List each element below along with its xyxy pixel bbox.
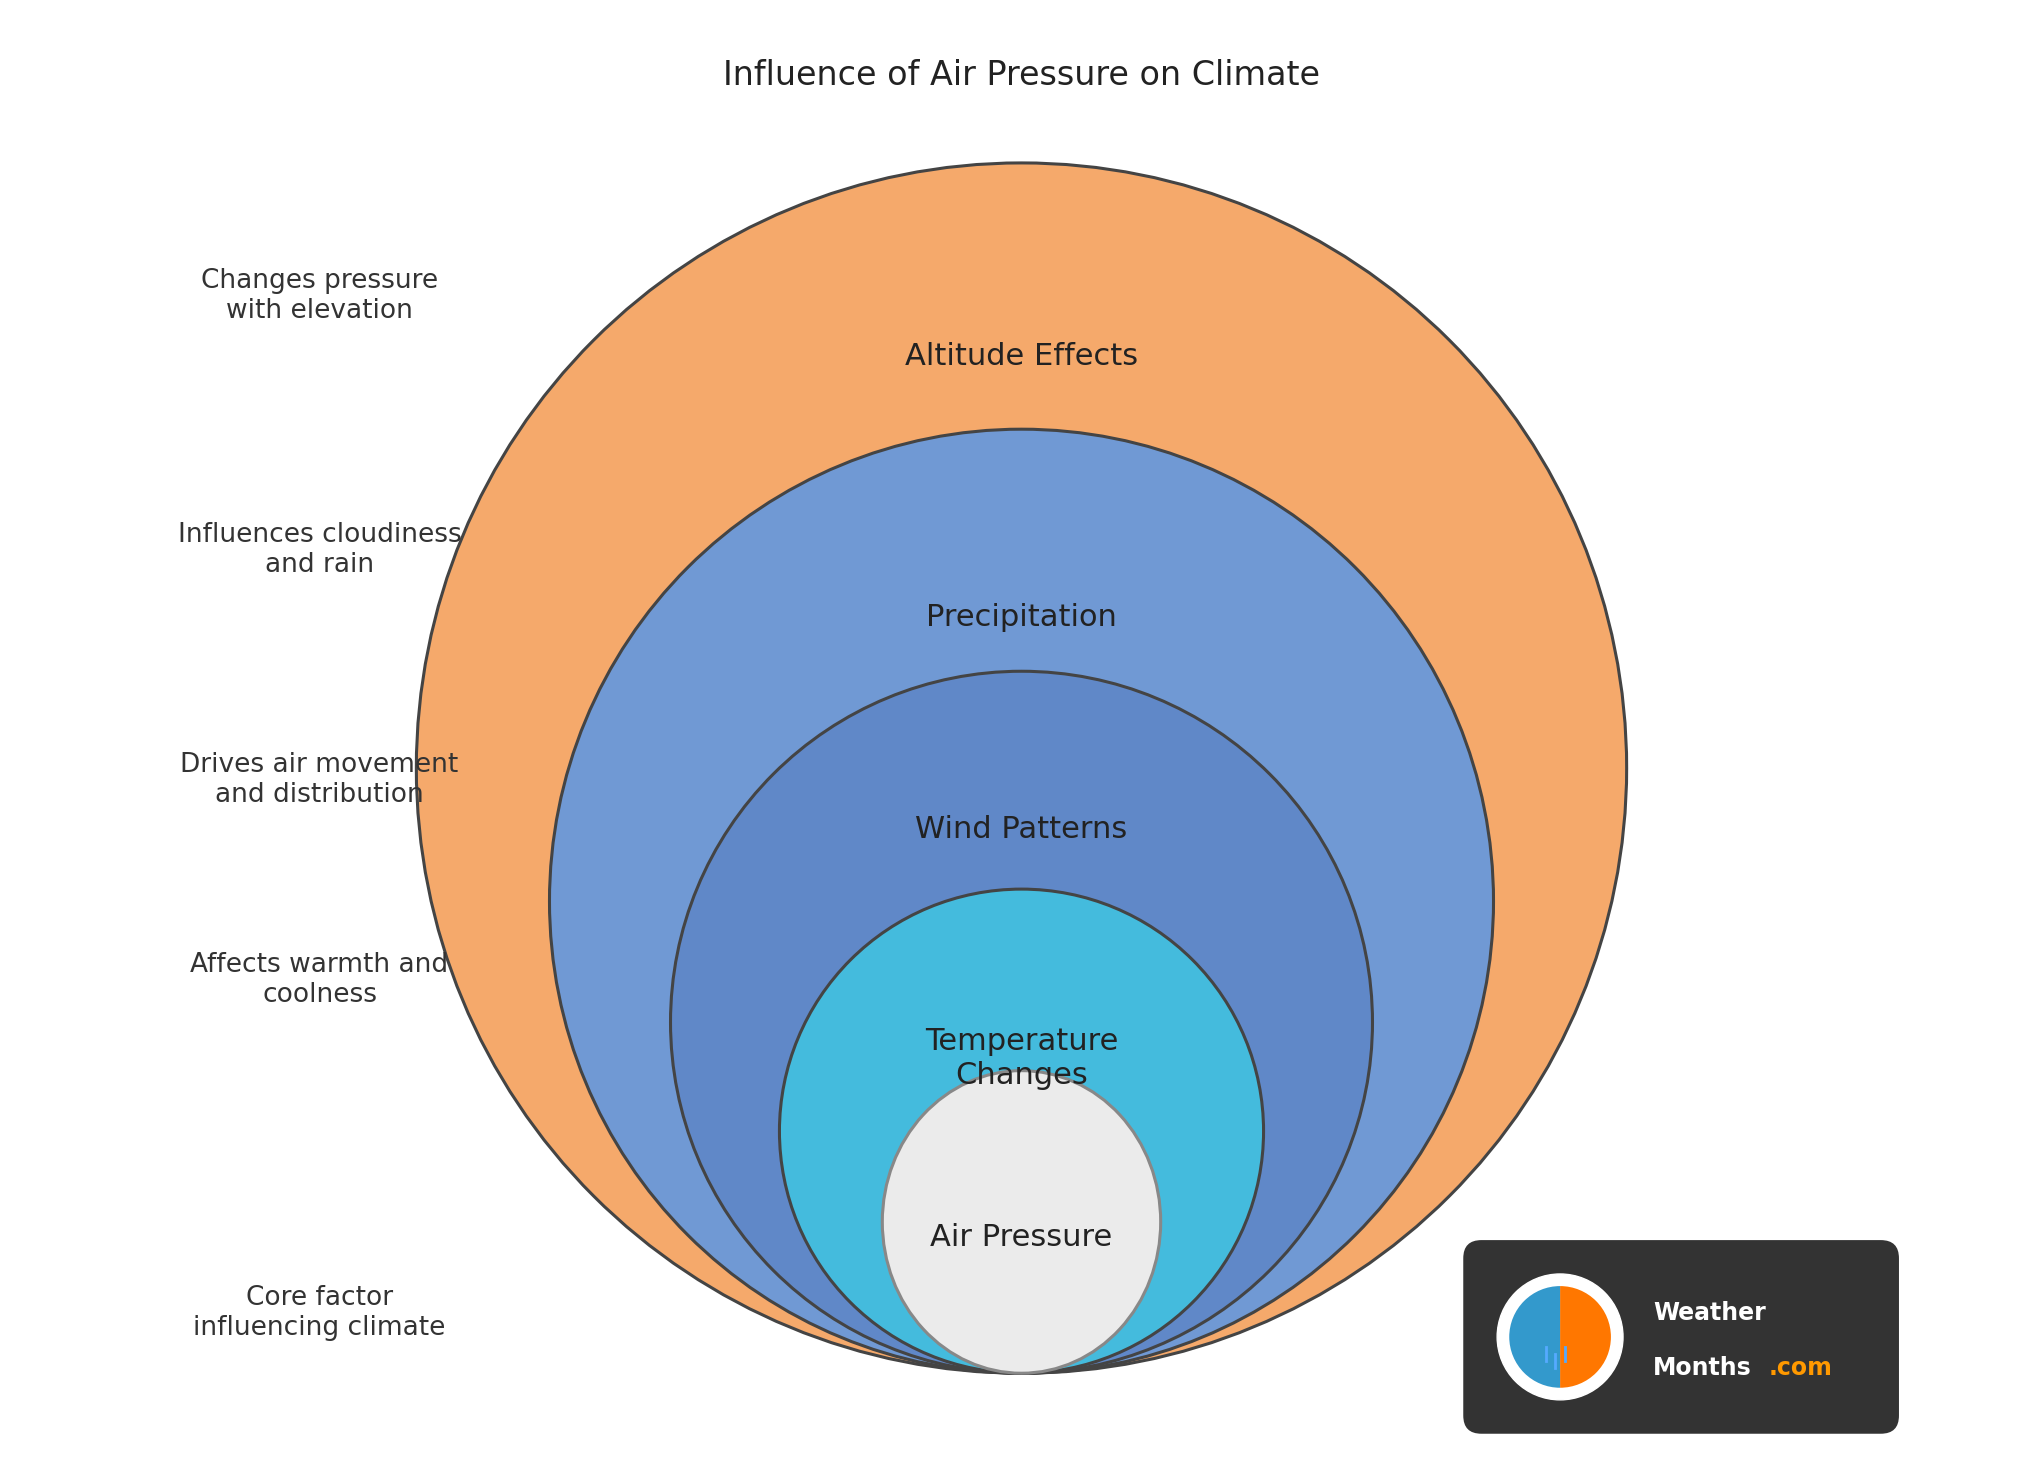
Text: Changes pressure
with elevation: Changes pressure with elevation bbox=[200, 268, 437, 325]
Wedge shape bbox=[1561, 1286, 1612, 1388]
Text: Air Pressure: Air Pressure bbox=[930, 1223, 1113, 1251]
Ellipse shape bbox=[780, 890, 1263, 1374]
Ellipse shape bbox=[883, 1071, 1160, 1374]
Ellipse shape bbox=[550, 429, 1493, 1374]
Text: Affects warmth and
coolness: Affects warmth and coolness bbox=[190, 952, 449, 1008]
Text: Core factor
influencing climate: Core factor influencing climate bbox=[194, 1285, 445, 1340]
Ellipse shape bbox=[417, 162, 1626, 1374]
FancyBboxPatch shape bbox=[1463, 1241, 1898, 1434]
Ellipse shape bbox=[670, 672, 1373, 1374]
Text: Altitude Effects: Altitude Effects bbox=[905, 342, 1138, 372]
Text: Drives air movement
and distribution: Drives air movement and distribution bbox=[180, 752, 458, 808]
Text: Influence of Air Pressure on Climate: Influence of Air Pressure on Climate bbox=[723, 59, 1320, 92]
Text: .com: .com bbox=[1769, 1356, 1833, 1381]
Circle shape bbox=[1498, 1274, 1622, 1400]
Text: Precipitation: Precipitation bbox=[925, 604, 1118, 632]
Text: Wind Patterns: Wind Patterns bbox=[915, 815, 1128, 844]
Text: Months: Months bbox=[1653, 1356, 1753, 1381]
Text: Weather: Weather bbox=[1653, 1301, 1765, 1325]
Text: Temperature
Changes: Temperature Changes bbox=[925, 1027, 1118, 1090]
Wedge shape bbox=[1510, 1286, 1561, 1388]
Text: Influences cloudiness
and rain: Influences cloudiness and rain bbox=[178, 522, 462, 578]
